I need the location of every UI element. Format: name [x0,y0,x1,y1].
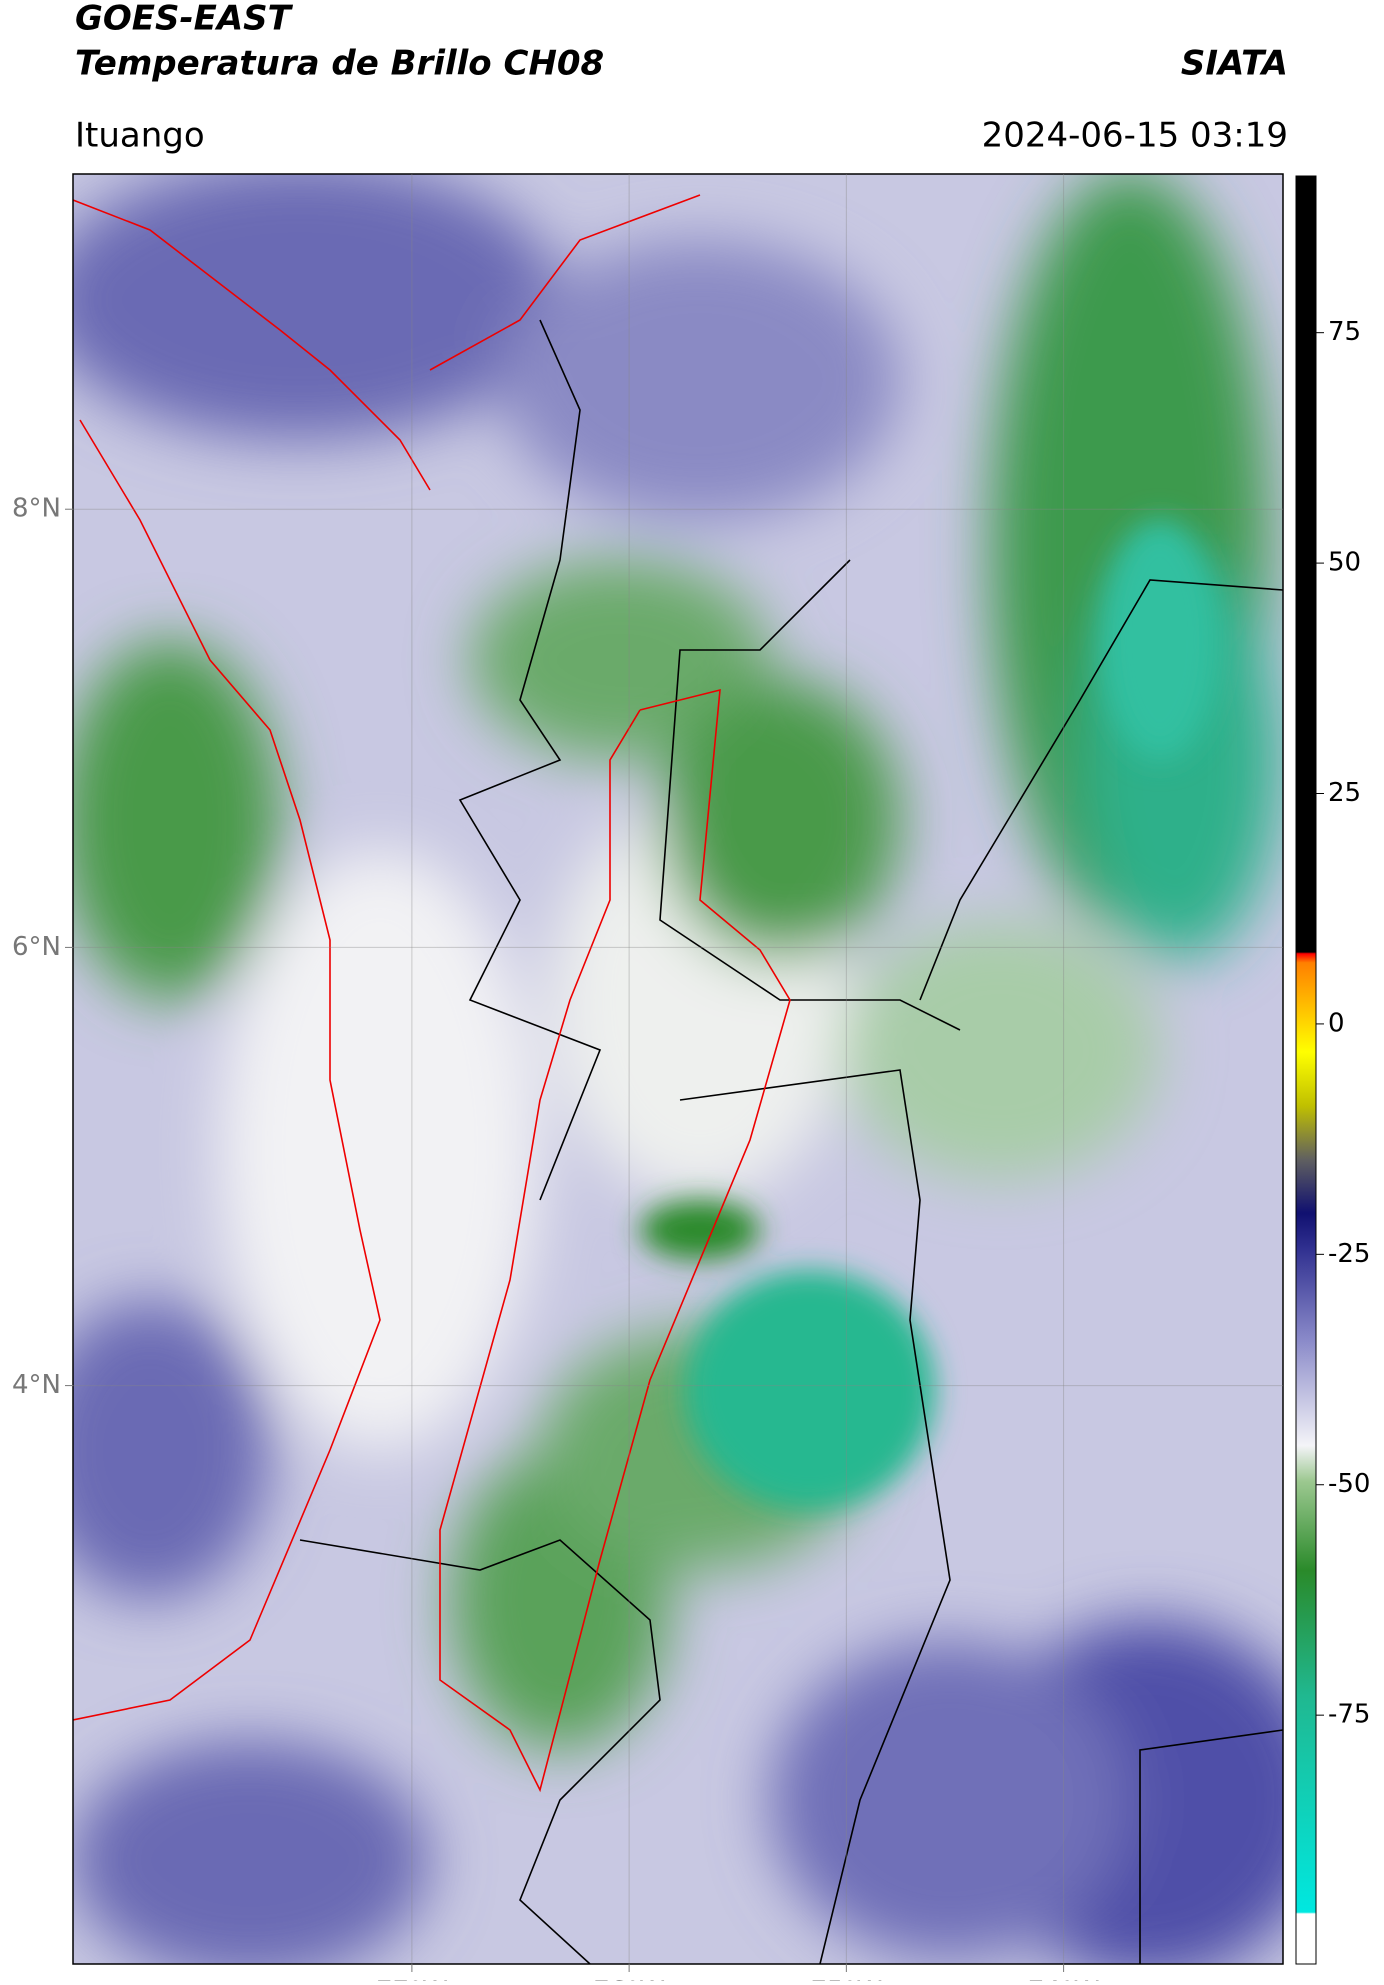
satellite-image [73,174,1283,1964]
x-tick-label: 76°W [593,1977,665,1982]
colorbar [1295,175,1317,1965]
x-tick-label: 74°W [1028,1977,1100,1982]
y-tick-label: 4°N [12,1370,61,1400]
title: GOES-EAST [75,0,294,39]
map-frame [72,173,1284,1965]
subtitle: Temperatura de Brillo CH08 [75,44,604,84]
y-tick-label: 8°N [12,494,61,524]
colorbar-label: -75 [1328,1700,1370,1730]
colorbar-label: -50 [1328,1469,1370,1499]
location: Ituango [75,116,205,156]
brand: SIATA [1181,44,1288,84]
x-tick-label: 75°W [810,1977,882,1982]
y-tick-label: 6°N [12,932,61,962]
colorbar-label: -25 [1328,1239,1370,1269]
timestamp: 2024-06-15 03:19 [982,116,1288,156]
colorbar-label: 0 [1328,1008,1345,1038]
colorbar-label: 50 [1328,548,1361,578]
x-tick-label: 77°W [376,1977,448,1982]
colorbar-label: 75 [1328,317,1361,347]
colorbar-label: 25 [1328,778,1361,808]
